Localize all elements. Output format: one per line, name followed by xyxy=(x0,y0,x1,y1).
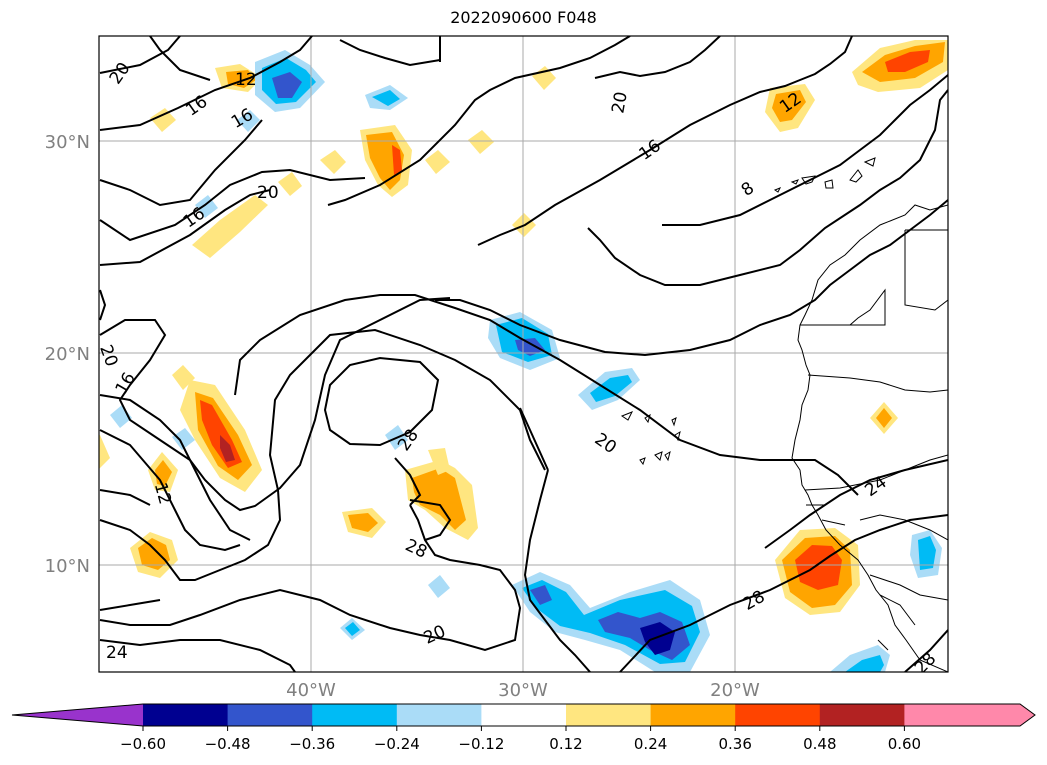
colorbar-swatch xyxy=(566,704,652,726)
lon-label-20w: 20°W xyxy=(710,680,760,701)
lat-label-10n: 10°N xyxy=(45,556,90,577)
lat-label-30n: 30°N xyxy=(45,132,90,153)
colorbar: −0.60 −0.48 −0.36 −0.24 −0.12 0.12 0.24 0.36 0.4… xyxy=(11,703,1036,753)
lat-label-20n: 20°N xyxy=(45,344,90,365)
coastlines xyxy=(620,157,948,672)
colorbar-swatch xyxy=(12,704,143,726)
contour-label: 12 xyxy=(235,70,257,90)
colorbar-swatch xyxy=(819,704,905,726)
colorbar-tick-label: 0.24 xyxy=(634,735,667,753)
shaded-field xyxy=(99,40,948,672)
colorbar-tick-label: −0.12 xyxy=(458,735,504,753)
colorbar-tick-label: −0.60 xyxy=(120,735,166,753)
lon-label-30w: 30°W xyxy=(498,680,548,701)
colorbar-swatch xyxy=(481,704,567,726)
colorbar-ticks: −0.60 −0.48 −0.36 −0.24 −0.12 0.12 0.24 0.36 0.4… xyxy=(120,726,921,753)
contour-label: 24 xyxy=(106,643,128,663)
map-frame xyxy=(98,35,949,673)
colorbar-swatch xyxy=(904,704,1035,726)
map-area: 20 16 12 16 16 20 20 16 8 12 20 16 12 28… xyxy=(95,36,948,672)
colorbar-tick-label: 0.12 xyxy=(549,735,582,753)
lon-label-40w: 40°W xyxy=(286,680,336,701)
contour-label: 20 xyxy=(95,342,121,369)
colorbar-tick-label: −0.48 xyxy=(205,735,251,753)
latitude-labels: 30°N 20°N 10°N xyxy=(45,132,90,577)
colorbar-tick-label: 0.60 xyxy=(888,735,921,753)
contour-label: 20 xyxy=(257,183,279,203)
colorbar-swatch xyxy=(735,704,821,726)
colorbar-tick-label: −0.24 xyxy=(374,735,420,753)
longitude-labels: 40°W 30°W 20°W xyxy=(286,680,760,701)
colorbar-swatch xyxy=(227,704,313,726)
colorbar-tick-label: −0.36 xyxy=(289,735,335,753)
contour-lines xyxy=(99,36,948,672)
colorbar-swatches xyxy=(12,704,1035,726)
colorbar-tick-label: 0.48 xyxy=(803,735,836,753)
colorbar-swatch xyxy=(312,704,398,726)
map-title: 2022090600 F048 xyxy=(450,8,597,27)
colorbar-swatch xyxy=(143,704,229,726)
colorbar-swatch xyxy=(650,704,736,726)
colorbar-tick-label: 0.36 xyxy=(718,735,751,753)
colorbar-swatch xyxy=(396,704,482,726)
contour-label: 20 xyxy=(608,90,631,115)
